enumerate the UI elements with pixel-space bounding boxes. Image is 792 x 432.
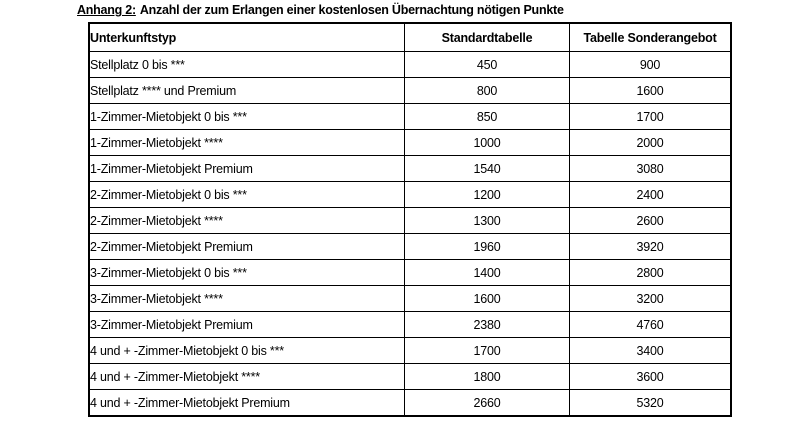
unterkunftstyp-cell: 3-Zimmer-Mietobjekt 0 bis ***	[88, 259, 405, 286]
table-row: 3-Zimmer-Mietobjekt **** 1600 3200	[88, 285, 732, 312]
table-row: Stellplatz 0 bis *** 450 900	[88, 51, 732, 78]
unterkunftstyp-cell: 4 und + -Zimmer-Mietobjekt ****	[88, 363, 405, 390]
sonderangebot-value-cell: 2000	[569, 129, 732, 156]
sonderangebot-value-cell: 900	[569, 51, 732, 78]
table-row: 4 und + -Zimmer-Mietobjekt 0 bis *** 170…	[88, 337, 732, 364]
unterkunftstyp-cell: 2-Zimmer-Mietobjekt 0 bis ***	[88, 181, 405, 208]
sonderangebot-value-cell: 2400	[569, 181, 732, 208]
standardtabelle-value-cell: 1960	[404, 233, 570, 260]
col-header-unterkunftstyp: Unterkunftstyp	[88, 22, 405, 52]
standardtabelle-value-cell: 1300	[404, 207, 570, 234]
unterkunftstyp-cell: 3-Zimmer-Mietobjekt Premium	[88, 311, 405, 338]
title-text: Anzahl der zum Erlangen einer kostenlose…	[139, 3, 564, 17]
sonderangebot-value-cell: 3600	[569, 363, 732, 390]
table-row: 1-Zimmer-Mietobjekt Premium 1540 3080	[88, 155, 732, 182]
sonderangebot-value-cell: 1700	[569, 103, 732, 130]
points-table: Unterkunftstyp Standardtabelle Tabelle S…	[88, 22, 732, 417]
table-row: Stellplatz **** und Premium 800 1600	[88, 77, 732, 104]
sonderangebot-value-cell: 5320	[569, 389, 732, 417]
title-anhang-label: Anhang 2:	[77, 3, 136, 17]
unterkunftstyp-cell: 1-Zimmer-Mietobjekt Premium	[88, 155, 405, 182]
standardtabelle-value-cell: 1800	[404, 363, 570, 390]
standardtabelle-value-cell: 850	[404, 103, 570, 130]
table-row: 1-Zimmer-Mietobjekt 0 bis *** 850 1700	[88, 103, 732, 130]
sonderangebot-value-cell: 4760	[569, 311, 732, 338]
page-title: Anhang 2: Anzahl der zum Erlangen einer k…	[77, 3, 564, 17]
standardtabelle-value-cell: 2380	[404, 311, 570, 338]
unterkunftstyp-cell: 3-Zimmer-Mietobjekt ****	[88, 285, 405, 312]
unterkunftstyp-cell: 2-Zimmer-Mietobjekt ****	[88, 207, 405, 234]
standardtabelle-value-cell: 1000	[404, 129, 570, 156]
table-row: 2-Zimmer-Mietobjekt **** 1300 2600	[88, 207, 732, 234]
table-row: 3-Zimmer-Mietobjekt Premium 2380 4760	[88, 311, 732, 338]
table-row: 1-Zimmer-Mietobjekt **** 1000 2000	[88, 129, 732, 156]
sonderangebot-value-cell: 3920	[569, 233, 732, 260]
standardtabelle-value-cell: 1200	[404, 181, 570, 208]
sonderangebot-value-cell: 3400	[569, 337, 732, 364]
table-body: Stellplatz 0 bis *** 450 900 Stellplatz …	[88, 51, 732, 417]
unterkunftstyp-cell: Stellplatz **** und Premium	[88, 77, 405, 104]
unterkunftstyp-cell: Stellplatz 0 bis ***	[88, 51, 405, 78]
unterkunftstyp-cell: 4 und + -Zimmer-Mietobjekt 0 bis ***	[88, 337, 405, 364]
table-row: 4 und + -Zimmer-Mietobjekt **** 1800 360…	[88, 363, 732, 390]
col-header-standardtabelle: Standardtabelle	[404, 22, 570, 52]
col-header-tabelle-sonderangebot: Tabelle Sonderangebot	[569, 22, 732, 52]
standardtabelle-value-cell: 1540	[404, 155, 570, 182]
unterkunftstyp-cell: 1-Zimmer-Mietobjekt ****	[88, 129, 405, 156]
header-row: Unterkunftstyp Standardtabelle Tabelle S…	[88, 22, 732, 52]
sonderangebot-value-cell: 1600	[569, 77, 732, 104]
standardtabelle-value-cell: 1400	[404, 259, 570, 286]
sonderangebot-value-cell: 3080	[569, 155, 732, 182]
sonderangebot-value-cell: 3200	[569, 285, 732, 312]
standardtabelle-value-cell: 1700	[404, 337, 570, 364]
table-header: Unterkunftstyp Standardtabelle Tabelle S…	[88, 22, 732, 52]
standardtabelle-value-cell: 1600	[404, 285, 570, 312]
unterkunftstyp-cell: 2-Zimmer-Mietobjekt Premium	[88, 233, 405, 260]
standardtabelle-value-cell: 800	[404, 77, 570, 104]
unterkunftstyp-cell: 4 und + -Zimmer-Mietobjekt Premium	[88, 389, 405, 417]
sonderangebot-value-cell: 2800	[569, 259, 732, 286]
unterkunftstyp-cell: 1-Zimmer-Mietobjekt 0 bis ***	[88, 103, 405, 130]
table-row: 3-Zimmer-Mietobjekt 0 bis *** 1400 2800	[88, 259, 732, 286]
table-row: 2-Zimmer-Mietobjekt 0 bis *** 1200 2400	[88, 181, 732, 208]
standardtabelle-value-cell: 2660	[404, 389, 570, 417]
standardtabelle-value-cell: 450	[404, 51, 570, 78]
table-row: 2-Zimmer-Mietobjekt Premium 1960 3920	[88, 233, 732, 260]
table-row: 4 und + -Zimmer-Mietobjekt Premium 2660 …	[88, 389, 732, 417]
sonderangebot-value-cell: 2600	[569, 207, 732, 234]
